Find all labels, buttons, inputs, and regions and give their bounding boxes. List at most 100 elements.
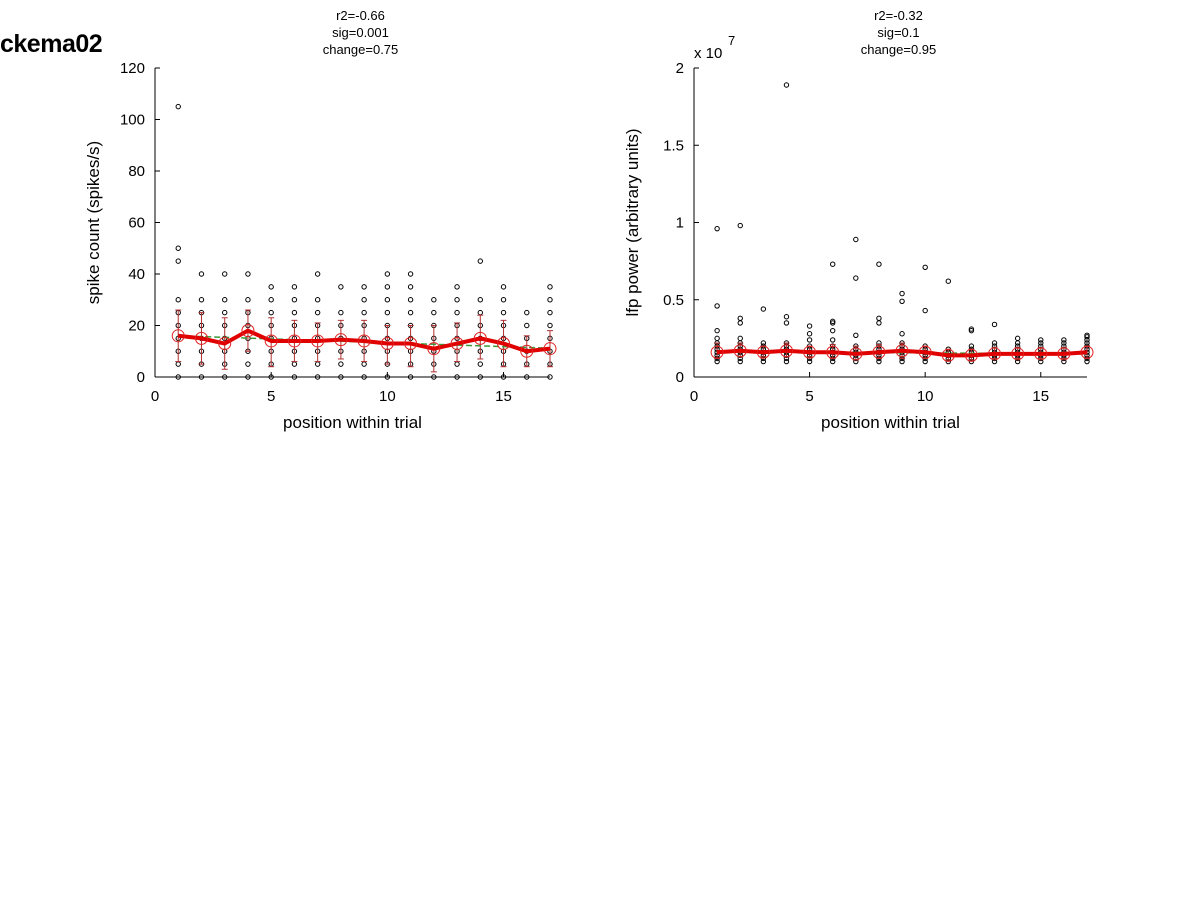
data-point — [783, 82, 790, 88]
data-point — [268, 297, 274, 303]
data-point — [384, 284, 391, 290]
data-point — [830, 358, 836, 365]
mean-marker — [241, 324, 255, 338]
data-point — [853, 332, 859, 338]
data-point — [454, 361, 460, 367]
mean-marker — [803, 345, 817, 359]
data-point — [361, 284, 367, 290]
data-point — [547, 284, 553, 290]
data-point — [245, 297, 251, 303]
data-point — [991, 321, 998, 328]
y-exponent-label: x 10 — [694, 45, 722, 62]
data-point — [175, 258, 181, 264]
data-point — [454, 297, 460, 303]
y-tick-label: 80 — [128, 163, 145, 180]
x-tick-label: 15 — [1032, 388, 1049, 405]
data-point — [1061, 337, 1067, 343]
data-point — [500, 374, 507, 380]
y-tick-label: 2 — [676, 60, 684, 77]
annotation-line: change=0.75 — [323, 42, 399, 57]
mean-marker — [779, 344, 793, 358]
mean-line — [178, 328, 551, 354]
data-point — [714, 327, 720, 334]
mean-marker — [450, 337, 464, 351]
data-point — [1061, 340, 1067, 346]
data-point — [222, 374, 228, 380]
mean-marker — [1011, 347, 1025, 361]
data-point — [760, 358, 767, 365]
mean-marker — [311, 334, 325, 348]
data-point — [431, 309, 437, 316]
data-point — [945, 278, 951, 284]
data-point — [876, 261, 882, 267]
mean-marker — [427, 342, 441, 356]
x-tick-label: 0 — [690, 388, 698, 405]
data-point — [361, 297, 367, 303]
data-point — [222, 309, 228, 316]
y-tick-label: 20 — [128, 318, 145, 335]
data-point — [477, 374, 483, 380]
data-point — [1014, 340, 1021, 346]
data-point — [454, 284, 460, 290]
x-tick-label: 5 — [805, 388, 813, 405]
data-point — [806, 331, 813, 337]
data-point — [899, 298, 905, 304]
x-tick-label: 5 — [267, 388, 275, 405]
data-point — [175, 361, 181, 367]
data-point — [384, 271, 391, 277]
data-point — [830, 318, 836, 325]
data-point — [737, 335, 743, 342]
data-point — [477, 297, 483, 303]
data-point — [314, 271, 321, 277]
mean-marker — [1057, 347, 1071, 361]
y-tick-label: 0.5 — [663, 292, 684, 309]
y-tick-label: 0 — [676, 369, 684, 386]
mean-marker — [918, 345, 932, 359]
data-point — [524, 322, 530, 329]
mean-marker — [710, 345, 724, 359]
annotation-line: r2=-0.32 — [874, 8, 923, 23]
data-point — [899, 290, 905, 297]
mean-marker — [497, 337, 511, 351]
annotation-line: change=0.95 — [861, 42, 937, 57]
data-point — [407, 374, 414, 380]
data-point — [500, 297, 507, 303]
data-point — [1038, 340, 1044, 346]
data-point — [547, 374, 553, 380]
data-point — [268, 374, 274, 380]
data-point — [175, 103, 181, 110]
data-point — [384, 309, 391, 316]
mean-line — [716, 348, 1088, 358]
chart-panel-1: r2=-0.66 sig=0.001 change=0.75 0 5 10 15 0 20 40 6… — [84, 8, 557, 432]
y-tick-label: 60 — [128, 215, 145, 232]
mean-marker — [520, 344, 534, 358]
mean-marker — [849, 347, 863, 361]
data-point — [314, 374, 321, 380]
data-point — [407, 284, 414, 290]
mean-marker — [287, 334, 301, 348]
data-point — [1084, 332, 1090, 338]
data-point — [245, 271, 251, 277]
data-point — [338, 361, 344, 367]
data-point — [245, 374, 251, 380]
mean-marker — [218, 337, 232, 351]
data-point — [477, 309, 483, 316]
data-point — [338, 284, 344, 290]
mean-marker — [404, 337, 418, 351]
data-point — [314, 297, 321, 303]
data-point — [291, 374, 298, 380]
data-point — [407, 309, 414, 316]
y-tick-label: 100 — [120, 112, 145, 129]
data-point — [853, 275, 859, 281]
data-point — [477, 258, 483, 264]
mean-marker — [826, 345, 840, 359]
data-point — [922, 264, 928, 271]
mean-marker — [473, 331, 487, 345]
data-point — [222, 271, 228, 277]
data-point — [547, 297, 553, 303]
data-point — [175, 245, 181, 251]
data-point — [968, 343, 975, 349]
data-point — [291, 284, 298, 290]
x-tick-label: 15 — [495, 388, 512, 405]
data-point — [876, 358, 882, 365]
